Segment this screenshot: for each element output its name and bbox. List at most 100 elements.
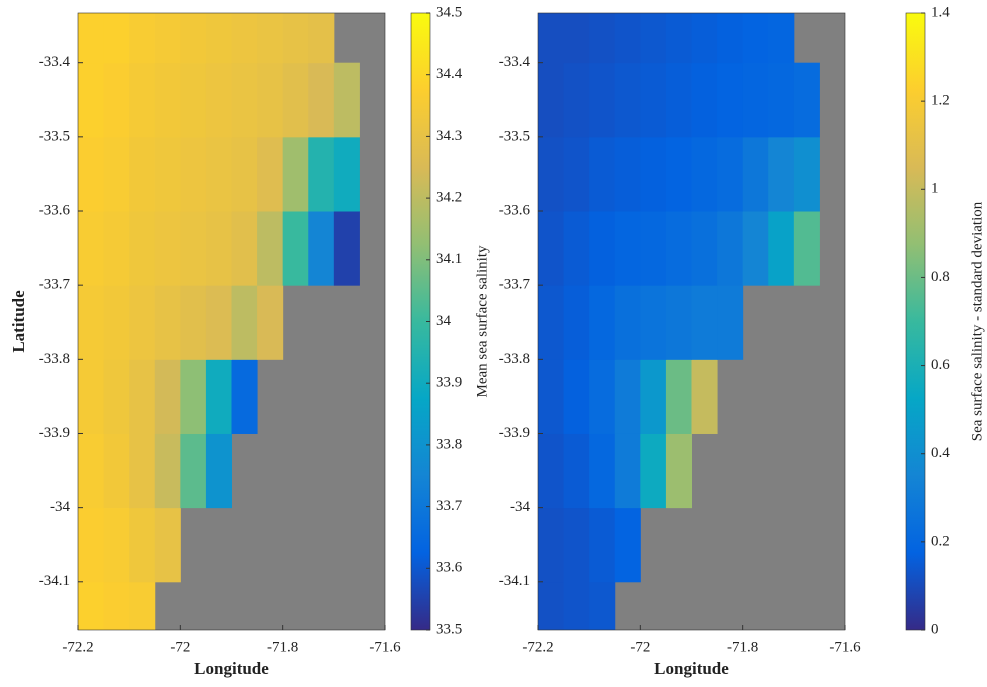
- heat-cell: [154, 285, 181, 360]
- heat-cell: [717, 285, 744, 360]
- heat-cell: [103, 581, 130, 630]
- heat-cell: [563, 13, 590, 64]
- heat-cell: [538, 433, 565, 509]
- heat-cell: [180, 285, 207, 360]
- heat-cell: [154, 13, 181, 64]
- heat-cell: [665, 285, 692, 360]
- heat-cell: [768, 211, 795, 286]
- heat-cell: [308, 211, 335, 286]
- heat-cell: [231, 285, 258, 360]
- heat-cell: [717, 136, 744, 212]
- y-tick-label: -33.6: [39, 202, 71, 218]
- heat-cell: [180, 211, 207, 286]
- y-tick-label: -33.7: [39, 277, 71, 293]
- heat-cell: [129, 433, 156, 509]
- heat-cell: [691, 62, 718, 138]
- heat-cell: [333, 211, 360, 286]
- colorbar-tick-label: 34.3: [436, 128, 462, 144]
- y-tick-label: -33.8: [499, 351, 530, 367]
- colorbar-tick-label: 1.2: [931, 93, 950, 109]
- x-tick-label: -72.2: [522, 639, 553, 655]
- heat-cell: [129, 211, 156, 286]
- heat-cell: [793, 211, 820, 286]
- y-axis-label: Latitude: [9, 290, 28, 353]
- y-tick-label: -33.8: [39, 351, 70, 367]
- heat-cell: [78, 211, 105, 286]
- heat-cell: [129, 285, 156, 360]
- heat-cell: [333, 136, 360, 212]
- colorbar-tick-label: 0.8: [931, 269, 950, 285]
- heat-cell: [257, 62, 284, 138]
- colorbar-tick-label: 33.6: [436, 560, 463, 576]
- y-tick-label: -34.1: [499, 573, 530, 589]
- heat-cell: [129, 359, 156, 434]
- colorbar-tick-label: 34.4: [436, 66, 463, 82]
- colorbar-tick-label: 0.6: [931, 357, 950, 373]
- y-tick-label: -33.5: [39, 128, 70, 144]
- colorbar-tick-label: 1.4: [931, 4, 950, 20]
- y-tick-label: -33.9: [39, 425, 70, 441]
- y-tick-label: -34: [510, 499, 530, 515]
- heat-cell: [257, 13, 284, 64]
- heat-cell: [563, 581, 590, 630]
- heat-cell: [103, 13, 130, 64]
- heat-cell: [665, 433, 692, 509]
- heat-cell: [78, 285, 105, 360]
- heat-cell: [640, 13, 667, 64]
- heat-cell: [717, 211, 744, 286]
- heat-cell: [563, 285, 590, 360]
- heat-cell: [614, 136, 641, 212]
- heat-cell: [768, 136, 795, 212]
- heat-cell: [640, 433, 667, 509]
- heat-cell: [308, 13, 335, 64]
- colorbar-tick-label: 33.7: [436, 498, 463, 514]
- heat-cell: [538, 211, 565, 286]
- heat-cell: [742, 62, 769, 138]
- heat-cell: [154, 359, 181, 434]
- y-tick-label: -34: [50, 499, 70, 515]
- heat-cell: [154, 433, 181, 509]
- x-tick-label: -71.6: [369, 639, 401, 655]
- heat-cell: [205, 136, 232, 212]
- heat-cell: [563, 211, 590, 286]
- x-axis-label: Longitude: [194, 659, 269, 678]
- heat-cell: [640, 136, 667, 212]
- heat-cell: [308, 136, 335, 212]
- heat-cell: [691, 13, 718, 64]
- y-tick-label: -33.7: [499, 277, 531, 293]
- heat-cell: [717, 13, 744, 64]
- heat-cell: [154, 211, 181, 286]
- heat-cell: [640, 62, 667, 138]
- heat-cell: [103, 433, 130, 509]
- colorbar-tick-label: 34.5: [436, 4, 462, 20]
- heat-cell: [640, 285, 667, 360]
- heat-cell: [129, 507, 156, 583]
- heat-cell: [180, 359, 207, 434]
- colorbar-label: Mean sea surface salinity: [474, 245, 490, 398]
- heat-cell: [538, 136, 565, 212]
- heat-cell: [589, 581, 616, 630]
- heat-cell: [538, 13, 565, 64]
- heat-cell: [180, 433, 207, 509]
- heat-cell: [614, 507, 641, 583]
- heat-cell: [589, 62, 616, 138]
- plot-frame: [77, 12, 386, 631]
- heat-cell: [665, 62, 692, 138]
- heat-cell: [742, 211, 769, 286]
- heat-cell: [231, 136, 258, 212]
- heat-cell: [205, 13, 232, 64]
- heat-cell: [257, 211, 284, 286]
- heat-cell: [231, 62, 258, 138]
- heat-cell: [78, 62, 105, 138]
- heat-cell: [154, 62, 181, 138]
- heat-cell: [78, 136, 105, 212]
- plot-area: [78, 13, 385, 630]
- colorbar-tick-label: 34: [436, 313, 452, 329]
- colorbar: [905, 12, 926, 631]
- plot-area: [538, 13, 845, 630]
- y-tick-label: -33.4: [39, 54, 71, 70]
- heat-cell: [538, 285, 565, 360]
- heat-cell: [205, 433, 232, 509]
- heat-cell: [78, 359, 105, 434]
